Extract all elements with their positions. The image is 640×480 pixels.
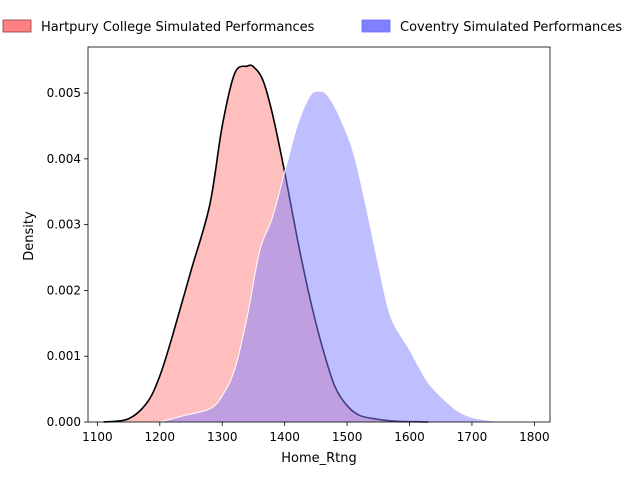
legend: Hartpury College Simulated Performances C…	[2, 19, 622, 35]
x-tick-label: 1200	[145, 430, 176, 444]
y-tick-label: 0.004	[47, 152, 81, 166]
y-tick-label: 0.003	[47, 218, 81, 232]
x-axis-label: Home_Rtng	[281, 451, 357, 466]
plot-frame	[87, 46, 551, 423]
legend-swatch-0	[2, 19, 32, 33]
y-tick-label: 0.001	[47, 349, 81, 363]
x-tick-label: 1700	[457, 430, 488, 444]
y-tick-label: 0.002	[47, 283, 81, 297]
y-tick-label: 0.000	[47, 415, 81, 429]
series-1-line	[159, 90, 504, 423]
x-tick-label: 1500	[332, 430, 363, 444]
x-tick-label: 1300	[207, 430, 238, 444]
y-tick-label: 0.005	[47, 86, 81, 100]
y-axis-label: Density	[22, 211, 37, 261]
legend-label-0: Hartpury College Simulated Performances	[41, 20, 315, 35]
x-tick-label: 1100	[82, 430, 113, 444]
series-1-area	[159, 91, 504, 423]
legend-label-1: Coventry Simulated Performances	[400, 20, 622, 35]
axes: 1100 1200 1300 1400 1500 1600 1700 1800 0.000 0.0…	[47, 46, 551, 444]
legend-swatch-1	[361, 19, 391, 33]
x-tick-label: 1400	[269, 430, 300, 444]
x-tick-label: 1600	[394, 430, 425, 444]
plot-area	[103, 64, 504, 423]
x-tick-label: 1800	[519, 430, 550, 444]
